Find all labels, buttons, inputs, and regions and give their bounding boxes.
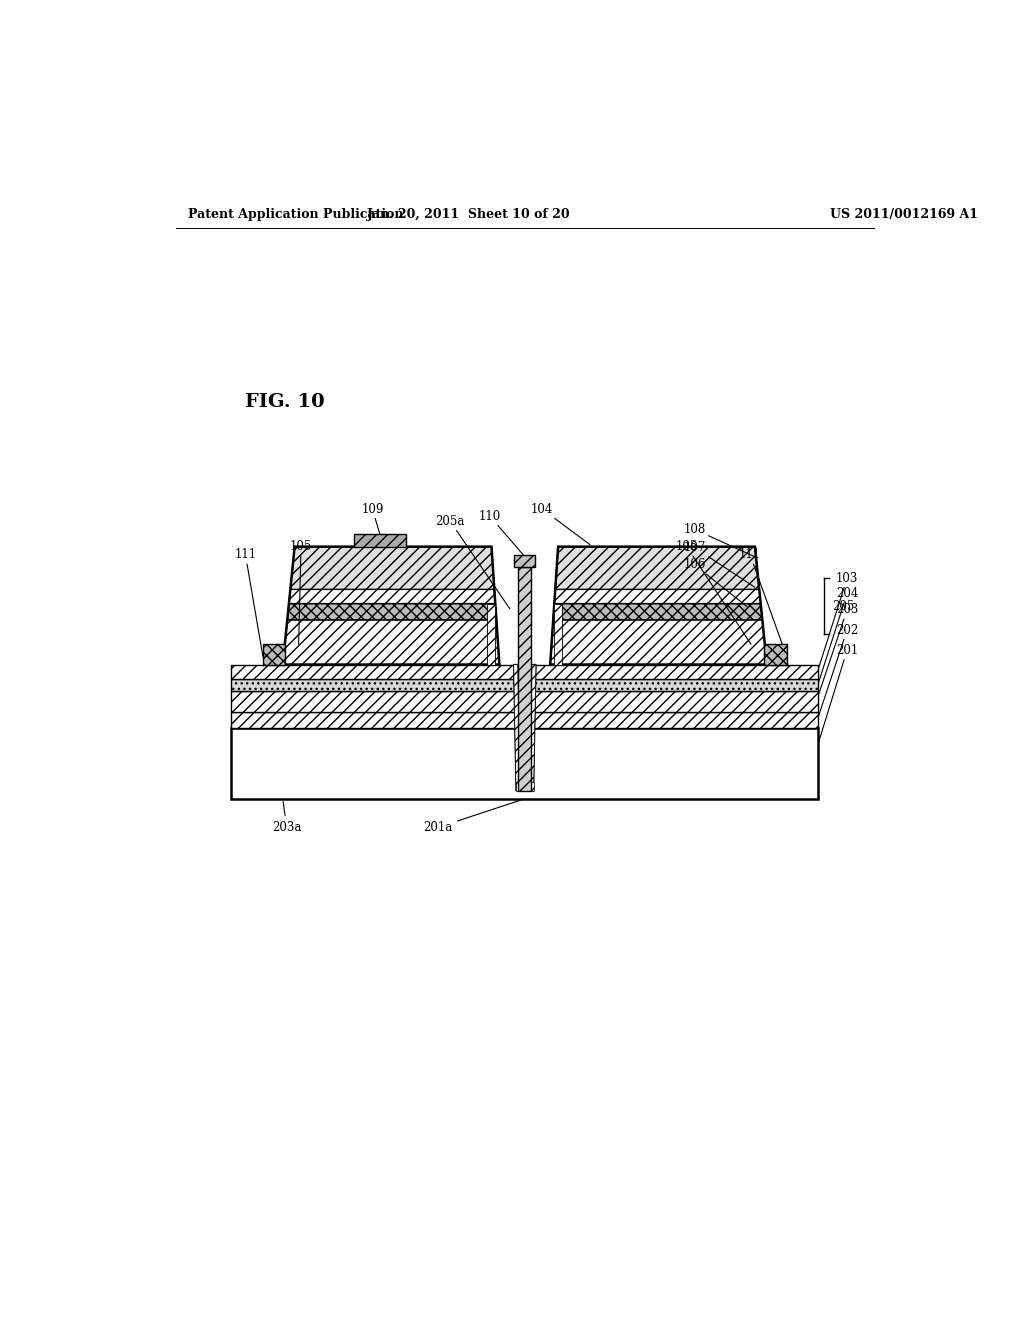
Bar [231,690,818,713]
Text: 204: 204 [818,587,858,682]
Text: 107: 107 [684,541,755,587]
Polygon shape [514,664,536,791]
Bar [263,644,285,664]
Polygon shape [514,664,520,791]
Bar [231,727,818,799]
Polygon shape [550,620,767,664]
Bar [765,644,786,664]
Bar [514,554,536,568]
Text: 205: 205 [831,599,854,612]
Bar [231,713,818,727]
Polygon shape [554,589,761,603]
Bar [231,664,818,678]
Text: 108: 108 [684,523,755,557]
Text: 202: 202 [818,623,858,717]
Text: 201a: 201a [423,800,522,834]
Bar [231,678,818,690]
Polygon shape [283,620,500,664]
Text: 111: 111 [739,548,786,656]
Text: 201: 201 [818,644,858,743]
Polygon shape [289,589,496,603]
Text: 110: 110 [479,510,523,554]
Text: Patent Application Publication: Patent Application Publication [187,207,403,220]
Text: 106: 106 [684,558,748,607]
Bar [487,603,496,664]
Polygon shape [291,546,495,589]
Text: Jan. 20, 2011  Sheet 10 of 20: Jan. 20, 2011 Sheet 10 of 20 [368,207,571,220]
Text: 105: 105 [290,540,312,644]
Bar [518,568,531,791]
Bar [354,535,406,546]
Polygon shape [555,546,759,589]
Text: 103: 103 [818,572,858,669]
Text: 205a: 205a [435,515,510,609]
Bar [516,783,534,791]
Text: US 2011/0012169 A1: US 2011/0012169 A1 [830,207,978,220]
Text: 203a: 203a [272,801,301,834]
Text: 104: 104 [531,503,590,545]
Text: 109: 109 [361,503,384,535]
Text: 111: 111 [234,548,263,656]
Text: 105: 105 [676,540,751,644]
Polygon shape [553,603,762,620]
Polygon shape [288,603,497,620]
Bar [554,603,562,664]
Text: 203: 203 [818,603,858,696]
Polygon shape [529,664,536,791]
Text: FIG. 10: FIG. 10 [246,393,325,412]
